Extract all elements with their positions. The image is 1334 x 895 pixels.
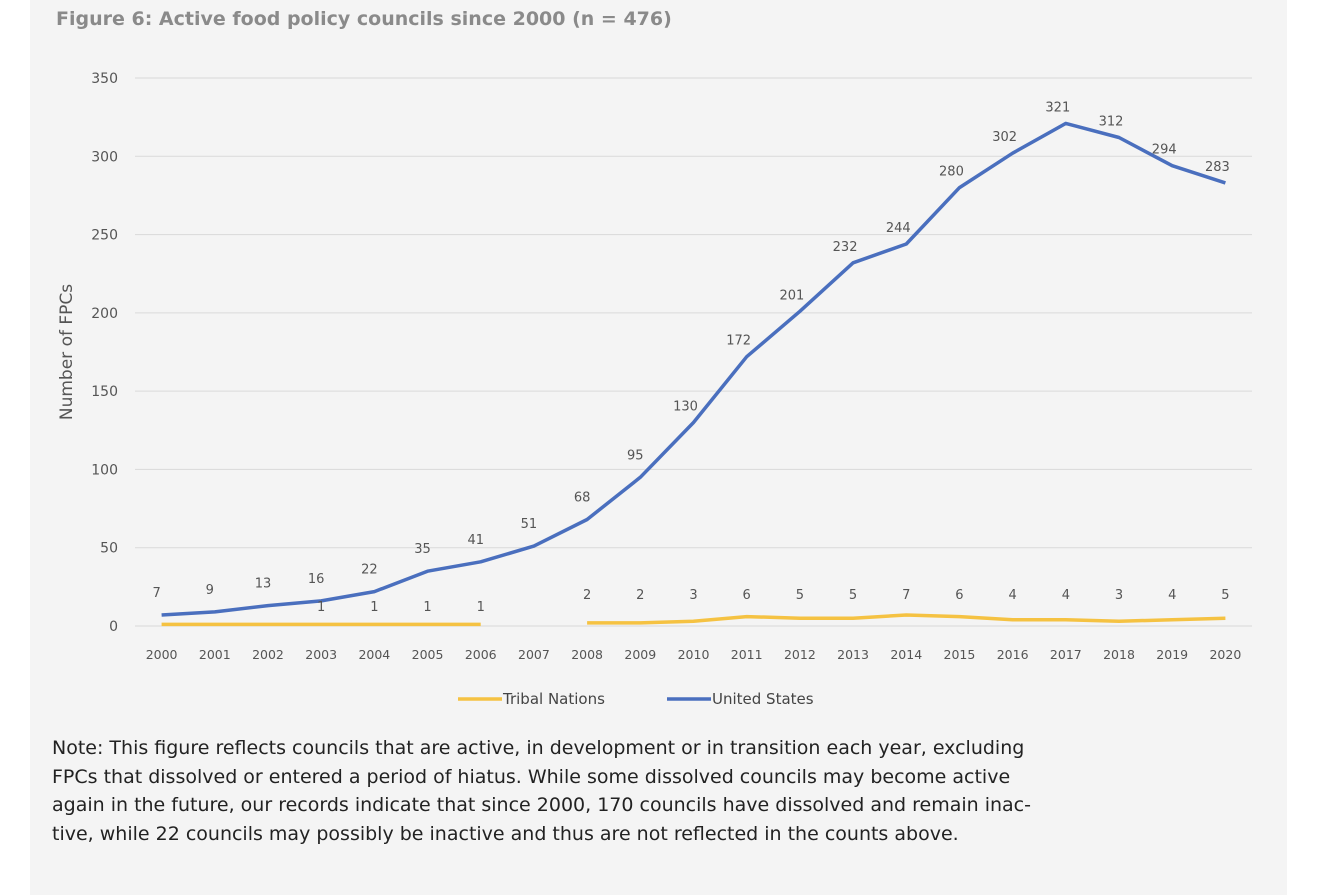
- data-label-tribal: 1: [477, 600, 485, 615]
- data-label-us: 321: [1045, 100, 1070, 115]
- data-label-us: 172: [726, 334, 751, 349]
- data-label-us: 41: [467, 533, 484, 548]
- x-tick-label: 2008: [571, 647, 603, 662]
- data-label-us: 35: [414, 542, 431, 557]
- data-label-tribal: 6: [743, 588, 751, 603]
- data-label-us: 68: [574, 491, 591, 506]
- x-tick-label: 2018: [1103, 647, 1135, 662]
- legend-label-united-states: United States: [712, 690, 814, 708]
- x-tick-label: 2013: [837, 647, 869, 662]
- x-tick-label: 2019: [1156, 647, 1188, 662]
- data-label-tribal: 7: [902, 588, 910, 603]
- y-tick-label: 250: [91, 228, 118, 244]
- data-label-us: 51: [521, 517, 538, 532]
- y-tick-label: 0: [109, 619, 118, 635]
- data-label-tribal: 5: [796, 588, 804, 603]
- x-tick-label: 2001: [199, 647, 231, 662]
- data-label-us: 16: [308, 572, 325, 587]
- data-label-us: 232: [833, 240, 858, 255]
- note-line-4: tive, while 22 councils may possibly be …: [52, 822, 959, 845]
- y-axis-label: Number of FPCs: [57, 284, 77, 420]
- data-label-tribal: 1: [317, 600, 325, 615]
- note-line-3: again in the future, our records indicat…: [52, 794, 1031, 816]
- x-tick-label: 2004: [358, 647, 390, 662]
- x-tick-label: 2003: [305, 647, 337, 662]
- x-tick-label: 2007: [518, 647, 550, 662]
- data-label-us: 22: [361, 563, 378, 578]
- figure-panel: [30, 0, 1287, 895]
- y-tick-label: 300: [91, 149, 118, 165]
- data-label-us: 130: [673, 399, 698, 414]
- data-label-tribal: 3: [1115, 588, 1123, 603]
- legend-label-tribal-nations: Tribal Nations: [502, 690, 605, 708]
- data-label-tribal: 6: [955, 588, 963, 603]
- data-label-us: 302: [992, 130, 1017, 145]
- data-label-us: 280: [939, 165, 964, 180]
- y-tick-label: 50: [100, 541, 118, 557]
- data-label-us: 244: [886, 221, 911, 236]
- x-tick-label: 2005: [412, 647, 444, 662]
- data-label-tribal: 1: [370, 600, 378, 615]
- data-label-tribal: 4: [1062, 588, 1070, 603]
- data-label-us: 13: [255, 577, 272, 592]
- data-label-tribal: 4: [1009, 588, 1017, 603]
- data-label-us: 283: [1205, 160, 1230, 175]
- x-tick-label: 2011: [731, 647, 763, 662]
- x-tick-label: 2017: [1050, 647, 1082, 662]
- x-tick-label: 2006: [465, 647, 497, 662]
- x-tick-label: 2012: [784, 647, 816, 662]
- data-label-tribal: 3: [689, 588, 697, 603]
- x-tick-label: 2016: [997, 647, 1029, 662]
- data-label-us: 201: [779, 288, 804, 303]
- note-line-1: Note: This figure reflects councils that…: [52, 737, 1025, 759]
- y-tick-label: 100: [91, 462, 118, 478]
- data-label-tribal: 5: [1221, 588, 1229, 603]
- data-label-us: 95: [627, 448, 644, 463]
- data-label-us: 9: [206, 583, 214, 598]
- legend: Tribal Nations United States: [458, 690, 814, 708]
- data-label-tribal: 2: [636, 588, 644, 603]
- x-tick-label: 2000: [146, 647, 178, 662]
- x-tick-label: 2015: [944, 647, 976, 662]
- x-axis-ticks: 2000 2001 2002 2003 2004 2005 2006 2007 2008 2009…: [146, 647, 1242, 662]
- x-tick-label: 2010: [678, 647, 710, 662]
- x-tick-label: 2014: [890, 647, 922, 662]
- note-line-2: FPCs that dissolved or entered a period …: [52, 765, 1011, 788]
- gridlines: [135, 77, 1252, 627]
- data-label-tribal: 5: [849, 588, 857, 603]
- x-tick-label: 2002: [252, 647, 284, 662]
- y-tick-label: 200: [91, 306, 118, 322]
- data-label-us: 312: [1099, 114, 1124, 129]
- series-line-tribal-nations: [161, 613, 1226, 627]
- y-tick-label: 150: [91, 384, 118, 400]
- x-tick-label: 2009: [624, 647, 656, 662]
- data-label-tribal: 2: [583, 588, 591, 603]
- x-tick-label: 2020: [1209, 647, 1241, 662]
- figure-note: Note: This figure reflects councils that…: [52, 734, 1252, 848]
- data-label-tribal: 1: [423, 600, 431, 615]
- data-label-us: 294: [1152, 143, 1177, 158]
- data-labels: 1 1 1 12 2 3 6 5 5 7 6 4 4 3 4 57 9 13 1622354151689513017…: [152, 100, 1229, 615]
- y-tick-label: 350: [91, 71, 118, 87]
- series-lines: [161, 121, 1226, 627]
- data-label-tribal: 4: [1168, 588, 1176, 603]
- series-line-united-states: [161, 121, 1226, 617]
- figure-title: Figure 6: Active food policy councils si…: [56, 8, 672, 30]
- y-axis-ticks: 0 50 100 150 200 250 300 350: [91, 71, 118, 635]
- data-label-us: 7: [152, 586, 160, 601]
